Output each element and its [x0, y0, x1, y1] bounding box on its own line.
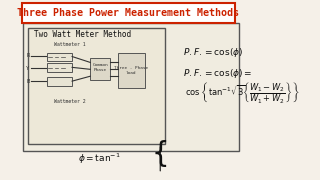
Text: B: B: [26, 79, 29, 84]
Text: Three Phase Power Measurement Methods: Three Phase Power Measurement Methods: [17, 8, 239, 18]
Text: $\cos\left\{\tan^{-1}\!\sqrt{3}\!\left\{\dfrac{W_1-W_2}{W_1+W_2}\right\}\right\}: $\cos\left\{\tan^{-1}\!\sqrt{3}\!\left\{…: [185, 81, 300, 106]
Text: $P.F. = \cos(\phi) =$: $P.F. = \cos(\phi) =$: [183, 67, 252, 80]
Text: $\phi = \tan^{-1}$: $\phi = \tan^{-1}$: [78, 152, 121, 166]
Text: Three - Phase
load: Three - Phase load: [114, 66, 148, 75]
Text: {: {: [151, 140, 169, 168]
Bar: [47, 77, 72, 86]
Text: Wattmeter 2: Wattmeter 2: [53, 99, 85, 104]
Bar: [47, 63, 72, 72]
Text: Two Watt Meter Method: Two Watt Meter Method: [34, 30, 131, 39]
Bar: [117, 53, 145, 88]
Text: $P.F. = \cos(\phi)$: $P.F. = \cos(\phi)$: [183, 46, 243, 59]
Bar: [23, 23, 239, 151]
Text: R: R: [26, 53, 29, 58]
Text: Common
Phase: Common Phase: [92, 63, 108, 72]
Bar: [47, 53, 72, 61]
Text: Y: Y: [26, 66, 29, 71]
Text: Wattmeter 1: Wattmeter 1: [53, 42, 85, 47]
Bar: [90, 58, 110, 80]
FancyBboxPatch shape: [22, 3, 235, 23]
Bar: [28, 28, 165, 144]
